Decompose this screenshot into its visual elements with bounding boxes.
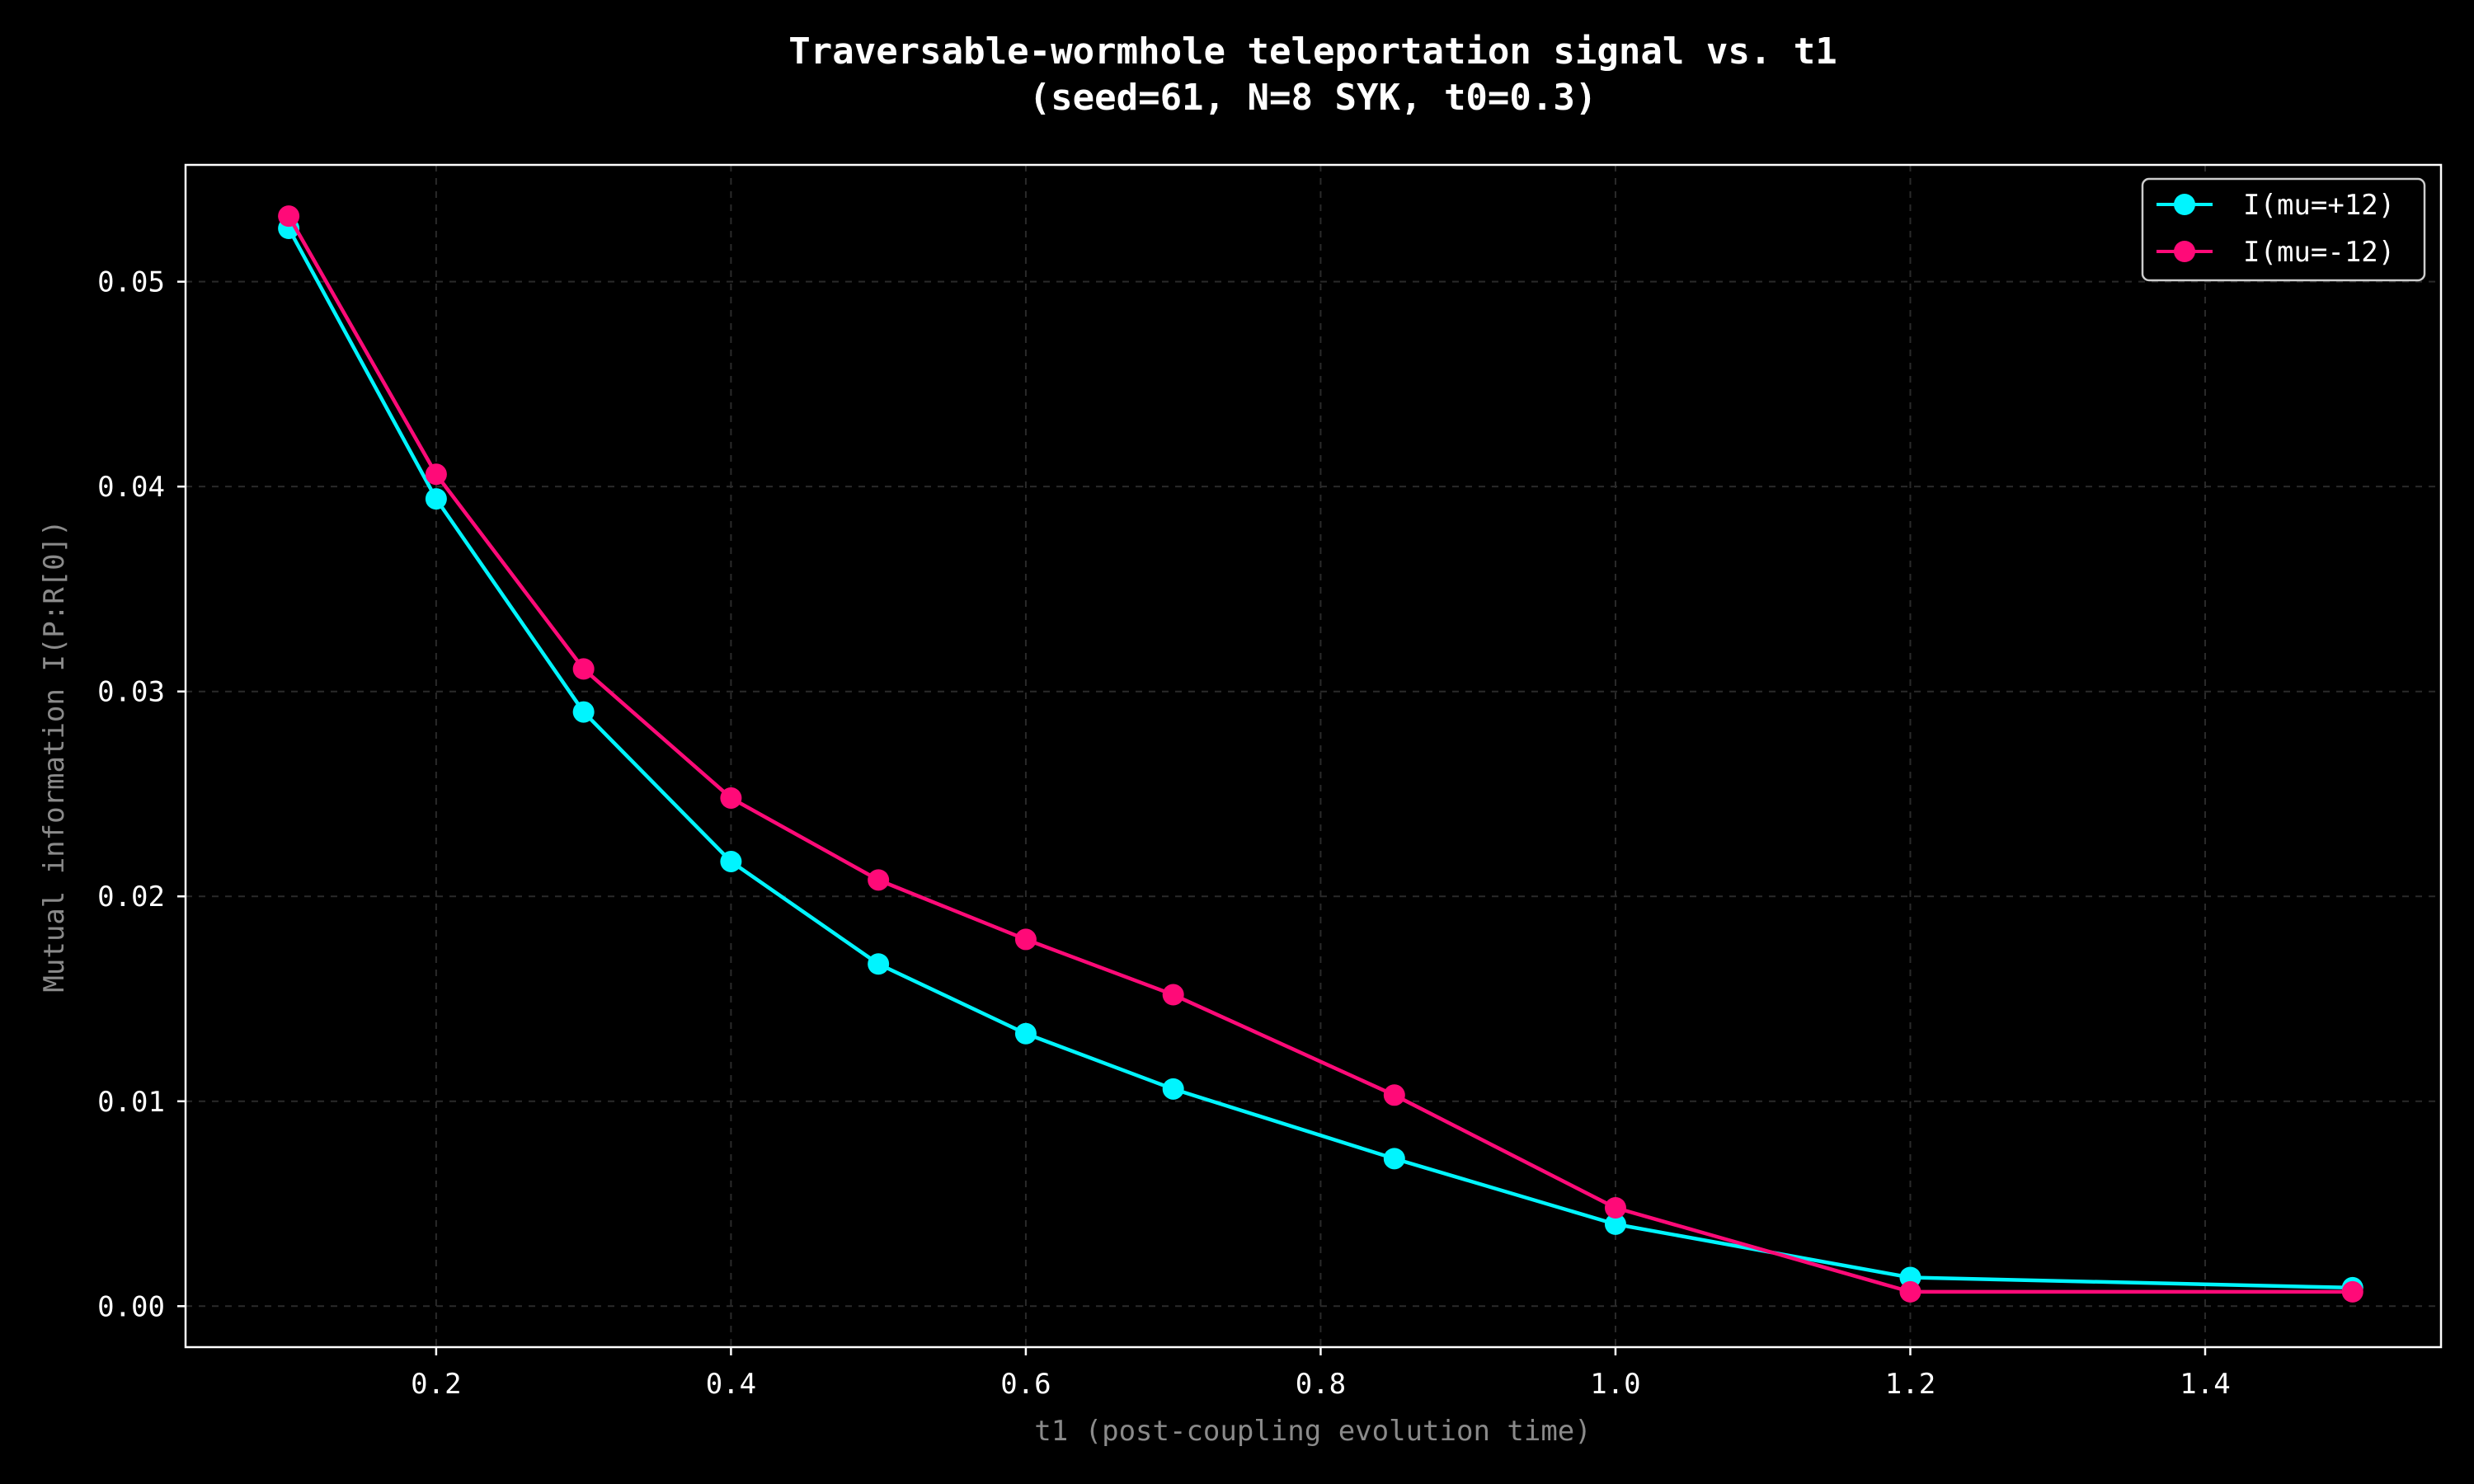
y-tick-label: 0.01 — [97, 1086, 165, 1119]
y-tick-label: 0.00 — [97, 1290, 165, 1323]
series-mu-minus — [278, 205, 2363, 1303]
data-point-mu-minus — [1162, 984, 1184, 1006]
x-tick-label: 1.2 — [1885, 1368, 1935, 1401]
y-tick-label: 0.05 — [97, 266, 165, 299]
data-point-mu-plus — [720, 850, 742, 872]
data-point-mu-minus — [1014, 928, 1037, 951]
data-point-mu-plus — [868, 953, 890, 975]
data-point-mu-minus — [1383, 1084, 1405, 1106]
y-tick-label: 0.03 — [97, 676, 165, 709]
data-point-mu-minus — [1899, 1280, 1921, 1303]
data-point-mu-plus — [1383, 1148, 1405, 1170]
x-tick-label: 0.2 — [411, 1368, 461, 1401]
x-tick-label: 1.0 — [1590, 1368, 1640, 1401]
y-tick-label: 0.04 — [97, 471, 165, 504]
legend-marker-mu-plus — [2174, 194, 2195, 215]
data-point-mu-minus — [278, 205, 300, 228]
data-point-mu-plus — [1604, 1213, 1626, 1235]
x-axis-label: t1 (post-coupling evolution time) — [1034, 1415, 1592, 1448]
legend-box — [2141, 177, 2426, 282]
grid — [186, 165, 2441, 1347]
x-tick-label: 0.8 — [1296, 1368, 1346, 1401]
data-point-mu-minus — [2341, 1280, 2363, 1303]
x-tick-label: 0.6 — [1000, 1368, 1051, 1401]
x-tick-label: 1.4 — [2180, 1368, 2230, 1401]
chart-title: Traversable-wormhole teleportation signa… — [788, 31, 1837, 73]
data-point-mu-minus — [425, 463, 447, 486]
data-point-mu-plus — [425, 488, 447, 510]
plot-area — [184, 163, 2443, 1349]
data-point-mu-minus — [1604, 1197, 1626, 1219]
x-tick-label: 0.4 — [706, 1368, 756, 1401]
data-point-mu-plus — [572, 701, 595, 723]
series-group — [278, 205, 2363, 1303]
legend: I(mu=+12) I(mu=-12) — [2141, 177, 2426, 282]
data-point-mu-plus — [1014, 1022, 1037, 1045]
y-tick-label: 0.02 — [97, 881, 165, 913]
chart-subtitle: (seed=61, N=8 SYK, t0=0.3) — [1029, 77, 1597, 119]
y-axis-label: Mutual information I(P:R[0]) — [38, 519, 71, 992]
data-point-mu-plus — [1162, 1078, 1184, 1100]
legend-label-mu-minus: I(mu=-12) — [2243, 236, 2395, 269]
axis-ticks: 0.2 0.4 0.6 0.8 1.0 1.2 1.4 0.00 0.01 0.02 0.03 0.0… — [97, 266, 2231, 1401]
data-point-mu-minus — [868, 869, 890, 891]
legend-label-mu-plus: I(mu=+12) — [2243, 189, 2395, 222]
legend-marker-mu-minus — [2174, 241, 2195, 262]
data-point-mu-minus — [572, 658, 595, 680]
data-point-mu-minus — [720, 787, 742, 809]
